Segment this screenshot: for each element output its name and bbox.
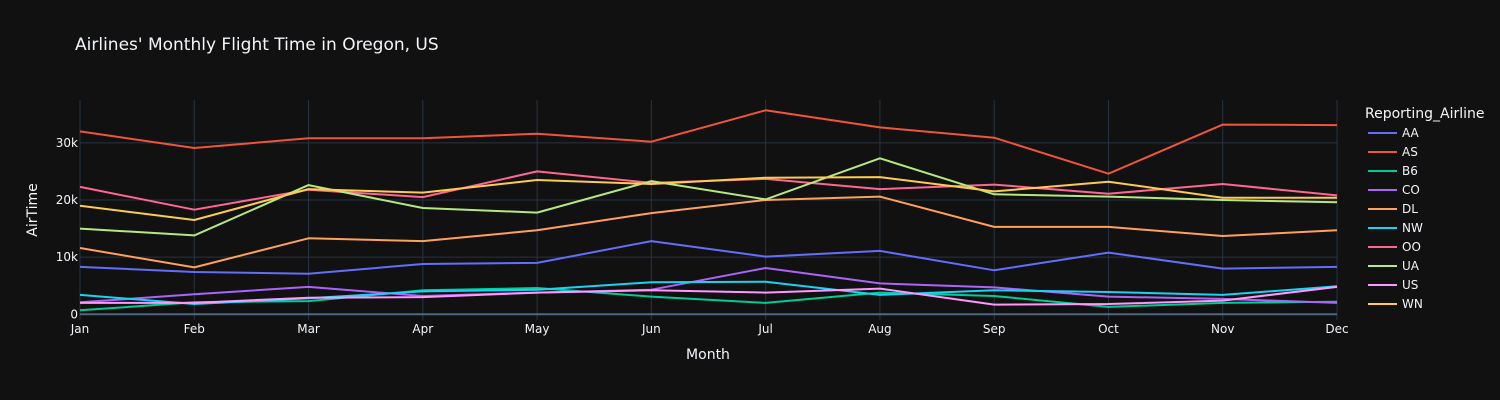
legend-label: UA xyxy=(1402,259,1420,273)
series-line-dl xyxy=(79,195,1338,269)
x-tick-label: Apr xyxy=(412,322,433,336)
legend-label: AA xyxy=(1402,126,1420,140)
series-line-b6 xyxy=(79,287,1338,312)
series-line-us xyxy=(80,285,1338,306)
legend-title: Reporting_Airline xyxy=(1365,106,1485,122)
legend-item-oo[interactable]: OO xyxy=(1368,240,1421,254)
legend-label: US xyxy=(1402,278,1418,292)
chart-title: Airlines' Monthly Flight Time in Oregon,… xyxy=(75,35,439,55)
x-tick-label: Sep xyxy=(983,322,1006,336)
x-tick-label: Nov xyxy=(1211,322,1234,336)
legend-label: CO xyxy=(1402,183,1420,197)
y-axis-title: AirTime xyxy=(25,183,41,236)
x-tick-label: Aug xyxy=(868,322,891,336)
legend-label: WN xyxy=(1402,297,1423,311)
x-tick-label: Mar xyxy=(297,322,320,336)
x-tick-label: Feb xyxy=(184,322,205,336)
legend-item-as[interactable]: AS xyxy=(1368,145,1418,159)
series-line-as xyxy=(79,109,1338,175)
grid xyxy=(79,100,1338,320)
legend-label: OO xyxy=(1402,240,1421,254)
series-lines xyxy=(79,109,1338,312)
legend: AA AS B6 CO DL NW OO UA US WN xyxy=(1368,126,1423,311)
legend-item-aa[interactable]: AA xyxy=(1368,126,1420,140)
y-tick-label: 30k xyxy=(56,136,78,150)
x-tick-label: Jan xyxy=(70,322,90,336)
series-line-co xyxy=(79,267,1338,304)
series-line-wn xyxy=(79,176,1337,221)
x-axis-ticks: Jan Feb Mar Apr May Jun Jul Aug Sep Oct Nov Dec xyxy=(70,322,1349,336)
y-axis-ticks: 0 10k 20k 30k xyxy=(56,136,78,321)
y-tick-label: 0 xyxy=(70,307,78,321)
legend-label: DL xyxy=(1402,202,1418,216)
legend-label: NW xyxy=(1402,221,1423,235)
y-tick-label: 20k xyxy=(56,193,78,207)
legend-item-wn[interactable]: WN xyxy=(1368,297,1423,311)
legend-item-dl[interactable]: DL xyxy=(1368,202,1418,216)
series-line-aa xyxy=(79,240,1338,275)
legend-item-nw[interactable]: NW xyxy=(1368,221,1423,235)
legend-label: B6 xyxy=(1402,164,1418,178)
legend-item-us[interactable]: US xyxy=(1368,278,1418,292)
legend-item-ua[interactable]: UA xyxy=(1368,259,1420,273)
x-tick-label: May xyxy=(525,322,550,336)
legend-item-b6[interactable]: B6 xyxy=(1368,164,1418,178)
x-tick-label: Jun xyxy=(641,322,661,336)
x-tick-label: Oct xyxy=(1098,322,1119,336)
x-axis-title: Month xyxy=(686,347,730,363)
x-tick-label: Dec xyxy=(1325,322,1348,336)
legend-item-co[interactable]: CO xyxy=(1368,183,1420,197)
y-tick-label: 10k xyxy=(56,250,78,264)
legend-label: AS xyxy=(1402,145,1418,159)
x-tick-label: Jul xyxy=(757,322,772,336)
